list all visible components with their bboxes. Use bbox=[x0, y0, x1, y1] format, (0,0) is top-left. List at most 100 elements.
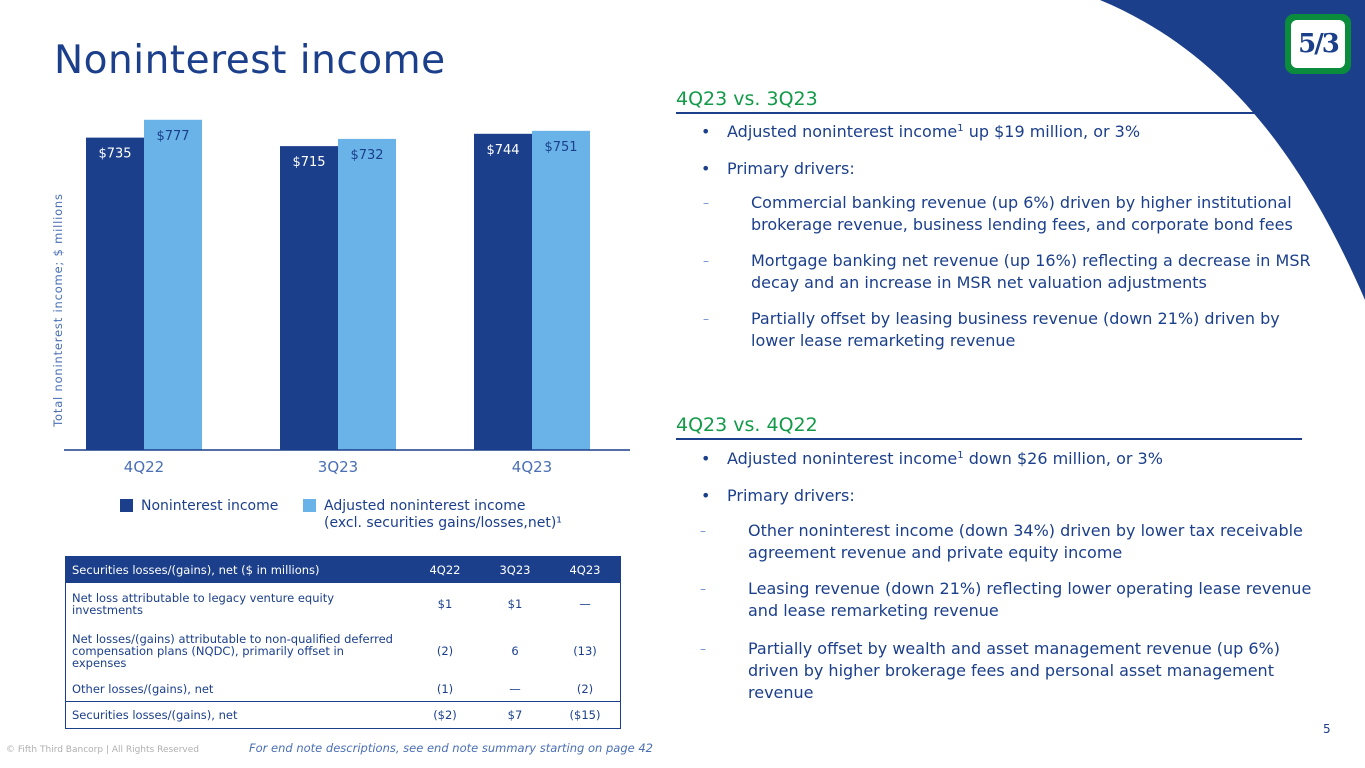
dash-marker: – bbox=[700, 642, 706, 656]
company-logo: 5/3 bbox=[1285, 14, 1351, 74]
bar-noninterest-income bbox=[86, 137, 144, 450]
noninterest-income-chart: $735 $777 4Q22 $715 $732 3Q23 $744 $751 4Q23 Tota… bbox=[51, 119, 630, 476]
logo-mark: 5/3 bbox=[1291, 20, 1345, 68]
text-line: Partially offset by leasing business rev… bbox=[751, 309, 1280, 328]
table-cell: (1) bbox=[436, 682, 454, 696]
bullet-text-part: Adjusted noninterest income bbox=[727, 449, 958, 468]
copyright-text: © Fifth Third Bancorp | All Rights Reser… bbox=[6, 745, 199, 755]
page-title: Noninterest income bbox=[54, 38, 446, 83]
table-header-row: Securities losses/(gains), net ($ in mil… bbox=[65, 556, 621, 583]
table-cell-label: Net loss attributable to legacy venture … bbox=[66, 583, 411, 625]
text-line: agreement revenue and private equity inc… bbox=[748, 543, 1123, 562]
table-cell-label: Securities losses/(gains), net bbox=[65, 701, 410, 729]
bar-adjusted-noninterest-income bbox=[144, 119, 202, 451]
table-cell: ($15) bbox=[550, 701, 621, 729]
legend-label: Noninterest income bbox=[141, 498, 279, 514]
bullet-marker: • bbox=[701, 449, 711, 468]
table-cell: $1 bbox=[437, 597, 453, 611]
sub-bullet: – Partially offset by wealth and asset m… bbox=[700, 638, 1340, 704]
text-line: Other noninterest income (down 34%) driv… bbox=[748, 521, 1303, 540]
text-line: Commercial banking revenue (up 6%) drive… bbox=[751, 193, 1292, 212]
table-header: 4Q23 bbox=[550, 556, 621, 583]
table-row: Net losses/(gains) attributable to non-q… bbox=[66, 625, 621, 677]
dash-marker: – bbox=[700, 582, 706, 596]
text-line: Leasing revenue (down 21%) reflecting lo… bbox=[748, 579, 1312, 598]
table-cell-label: Net losses/(gains) attributable to non-q… bbox=[66, 625, 411, 677]
table-header: 3Q23 bbox=[480, 556, 550, 583]
bullet-text: Adjusted noninterest income1 up $19 mill… bbox=[727, 121, 1140, 143]
table-row: Other losses/(gains), net (1) — (2) bbox=[66, 677, 621, 702]
legend-label: Adjusted noninterest income bbox=[324, 498, 526, 514]
text-line: brokerage revenue, business lending fees… bbox=[751, 215, 1293, 234]
row-label-line: Net loss attributable to legacy venture … bbox=[72, 591, 335, 605]
sub-bullet: – Leasing revenue (down 21%) reflecting … bbox=[700, 578, 1340, 622]
table-header: Securities losses/(gains), net ($ in mil… bbox=[65, 556, 410, 583]
table-cell: — bbox=[509, 682, 521, 696]
table-total-row: Securities losses/(gains), net ($2) $7 (… bbox=[65, 701, 621, 729]
text-line: lower lease remarketing revenue bbox=[751, 331, 1016, 350]
bar-noninterest-income bbox=[474, 133, 532, 451]
sub-bullet-text: Commercial banking revenue (up 6%) drive… bbox=[751, 192, 1293, 236]
footnote-ref: 1 bbox=[957, 123, 964, 134]
text-line: revenue bbox=[748, 683, 814, 702]
x-tick-label: 3Q23 bbox=[318, 458, 358, 476]
text-line: Partially offset by wealth and asset man… bbox=[748, 639, 1280, 658]
page-number: 5 bbox=[1323, 722, 1331, 736]
dash-marker: – bbox=[703, 312, 709, 326]
text-line: decay and an increase in MSR net valuati… bbox=[751, 273, 1207, 292]
bullet-text-part: up $19 million, or 3% bbox=[963, 122, 1141, 141]
table-cell-label: Other losses/(gains), net bbox=[72, 682, 214, 696]
text-line: and lease remarketing revenue bbox=[748, 601, 999, 620]
bullet-marker: • bbox=[701, 486, 711, 505]
bar-value-label: $777 bbox=[156, 129, 189, 144]
legend-swatch-navy bbox=[120, 499, 133, 512]
section-divider bbox=[676, 438, 1302, 440]
table-cell: 6 bbox=[511, 644, 519, 658]
dash-marker: – bbox=[700, 524, 706, 538]
endnote-reference: For end note descriptions, see end note … bbox=[249, 741, 653, 755]
y-axis-label: Total noninterest income; $ millions bbox=[51, 193, 65, 428]
table-cell: (13) bbox=[573, 644, 597, 658]
section-title-qoq: 4Q23 vs. 3Q23 bbox=[676, 88, 818, 110]
text-line: driven by higher brokerage fees and pers… bbox=[748, 661, 1274, 680]
sub-bullet: – Partially offset by leasing business r… bbox=[703, 308, 1343, 352]
sub-bullet-text: Other noninterest income (down 34%) driv… bbox=[748, 520, 1303, 564]
table-header: 4Q22 bbox=[410, 556, 480, 583]
section-title-yoy: 4Q23 vs. 4Q22 bbox=[676, 414, 818, 436]
legend-swatch-light-blue bbox=[303, 499, 316, 512]
bullet-text-part: down $26 million, or 3% bbox=[963, 449, 1163, 468]
table-cell: $1 bbox=[507, 597, 523, 611]
sub-bullet: – Other noninterest income (down 34%) dr… bbox=[700, 520, 1340, 564]
row-label-line: Net losses/(gains) attributable to non-q… bbox=[72, 632, 393, 646]
bar-value-label: $744 bbox=[486, 143, 519, 158]
bullet-marker: • bbox=[701, 159, 711, 178]
table-cell: (2) bbox=[576, 682, 594, 696]
bar-value-label: $735 bbox=[98, 147, 131, 162]
sub-bullet-text: Mortgage banking net revenue (up 16%) re… bbox=[751, 250, 1311, 294]
bullet-primary-drivers: • Primary drivers: bbox=[701, 485, 1341, 507]
row-label-line: investments bbox=[72, 603, 143, 617]
bar-adjusted-noninterest-income bbox=[532, 130, 590, 450]
sub-bullet: – Mortgage banking net revenue (up 16%) … bbox=[703, 250, 1343, 294]
table-row: Net loss attributable to legacy venture … bbox=[66, 583, 621, 625]
sub-bullet: – Commercial banking revenue (up 6%) dri… bbox=[703, 192, 1343, 236]
bar-value-label: $715 bbox=[292, 155, 325, 170]
bullet-text: Adjusted noninterest income1 down $26 mi… bbox=[727, 448, 1163, 470]
table-cell: (2) bbox=[436, 644, 454, 658]
x-tick-label: 4Q22 bbox=[124, 458, 164, 476]
bullet-primary-drivers: • Primary drivers: bbox=[701, 158, 1341, 180]
table-cell: ($2) bbox=[410, 701, 480, 729]
legend-label-block: Adjusted noninterest income (excl. secur… bbox=[324, 498, 562, 532]
dash-marker: – bbox=[703, 196, 709, 210]
securities-gains-table: Securities losses/(gains), net ($ in mil… bbox=[65, 556, 621, 729]
bullet-marker: • bbox=[701, 122, 711, 141]
sub-bullet-text: Partially offset by wealth and asset man… bbox=[748, 638, 1280, 704]
table-cell: — bbox=[579, 597, 591, 611]
legend-label-sub: (excl. securities gains/losses,net)¹ bbox=[324, 515, 562, 531]
row-label-line: compensation plans (NQDC), primarily off… bbox=[72, 644, 344, 658]
bullet-adjusted-income-qoq: • Adjusted noninterest income1 up $19 mi… bbox=[701, 121, 1341, 143]
bullet-adjusted-income-yoy: • Adjusted noninterest income1 down $26 … bbox=[701, 448, 1341, 470]
sub-bullet-text: Partially offset by leasing business rev… bbox=[751, 308, 1280, 352]
section-divider bbox=[676, 112, 1302, 114]
row-label-line: expenses bbox=[72, 656, 127, 670]
